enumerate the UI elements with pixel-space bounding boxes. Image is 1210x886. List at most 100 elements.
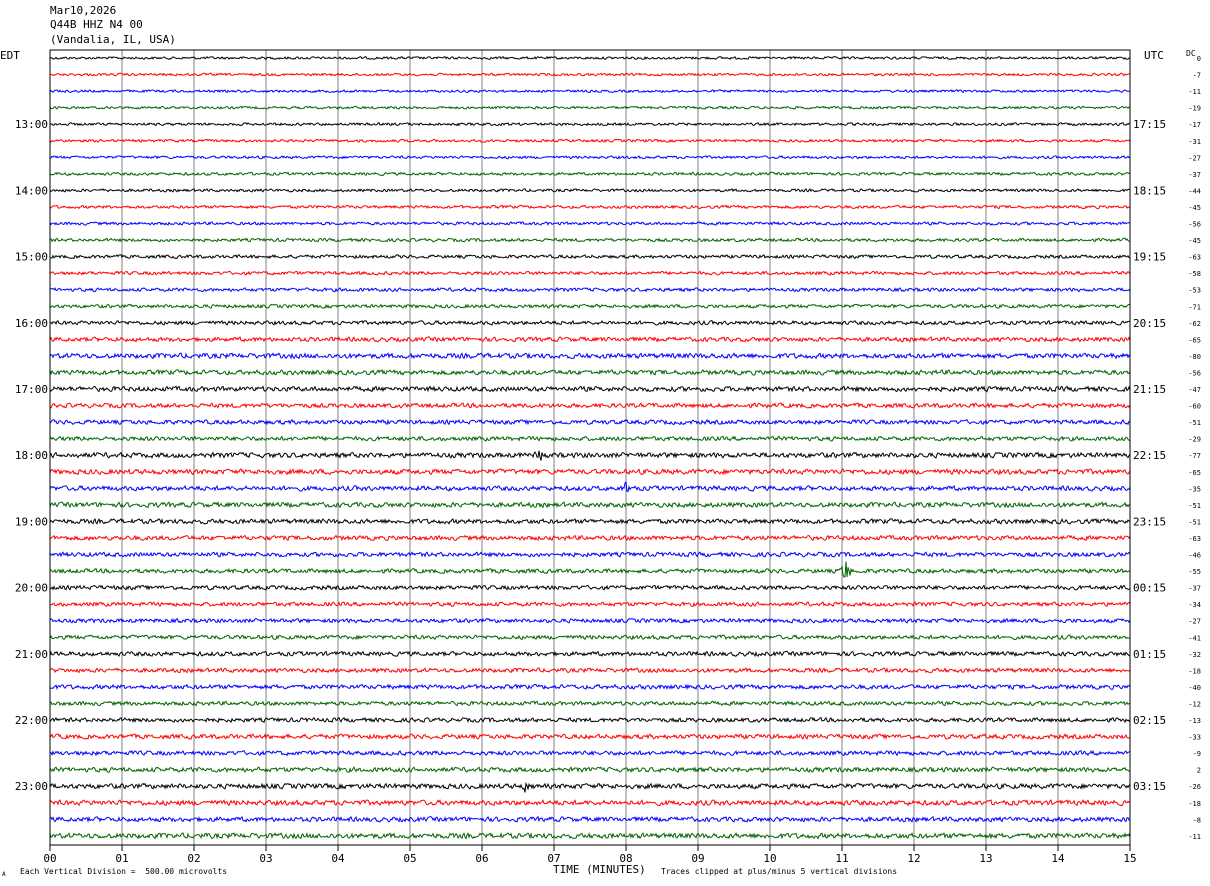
clip-note: Traces clipped at plus/minus 5 vertical …: [661, 867, 898, 876]
trace-row-22: [49, 418, 1131, 426]
trace-row-3: [49, 105, 1131, 110]
dc-offset-label: -7: [1193, 72, 1201, 80]
left-hour-label: 15:00: [15, 251, 48, 264]
dc-offset-label: -51: [1188, 502, 1201, 510]
x-tick-label: 01: [115, 852, 128, 865]
x-tick-label: 15: [1123, 852, 1136, 865]
trace-row-4: [49, 122, 1131, 127]
dc-offset-label: -44: [1188, 187, 1201, 195]
dc-offset-label: -32: [1188, 651, 1201, 659]
dc-offset-label: -34: [1188, 601, 1201, 609]
plot-frame: [49, 49, 1131, 851]
right-hour-label: 00:15: [1133, 582, 1166, 595]
dc-offset-label: -63: [1188, 535, 1201, 543]
right-hour-label: 23:15: [1133, 515, 1166, 528]
dc-offset-label: -27: [1188, 618, 1201, 626]
trace-row-17: [49, 336, 1131, 343]
trace-row-14: [49, 287, 1131, 293]
dc-offset-label: -77: [1188, 452, 1201, 460]
trace-row-16: [49, 319, 1131, 326]
trace-row-23: [49, 435, 1131, 442]
dc-offset-label: -35: [1188, 485, 1201, 493]
right-hour-label: 18:15: [1133, 184, 1166, 197]
trace-row-41: [49, 733, 1131, 740]
dc-offset-label: -31: [1188, 138, 1201, 146]
x-tick-label: 08: [619, 852, 632, 865]
left-hour-label: 20:00: [15, 582, 48, 595]
dc-offset-label: -26: [1188, 783, 1201, 791]
dc-offset-label: -18: [1188, 667, 1201, 675]
dc-offset-label: -12: [1188, 700, 1201, 708]
trace-row-0: [49, 55, 1131, 60]
trace-row-44: [49, 781, 1131, 793]
x-tick-label: 09: [691, 852, 704, 865]
left-hour-label: 17:00: [15, 383, 48, 396]
dc-offset-label: -80: [1188, 353, 1201, 361]
dc-offset-label: -45: [1188, 204, 1201, 212]
x-tick-label: 14: [1051, 852, 1065, 865]
dc-offset-label: -47: [1188, 386, 1201, 394]
scale-note: Each Vertical Division = 500.00 microvol…: [20, 867, 228, 876]
trace-row-19: [49, 369, 1131, 376]
trace-row-30: [49, 551, 1131, 558]
trace-row-35: [49, 634, 1131, 641]
trace-row-37: [49, 667, 1131, 674]
trace-row-26: [49, 480, 1131, 493]
dc-offset-label: -60: [1188, 403, 1201, 411]
right-hour-label: 19:15: [1133, 251, 1166, 264]
trace-row-36: [49, 650, 1131, 658]
right-hour-label: 21:15: [1133, 383, 1166, 396]
dc-offset-label: -19: [1188, 105, 1201, 113]
trace-row-27: [49, 501, 1130, 509]
dc-offset-label: 0: [1197, 55, 1201, 63]
station-code: Q44B HHZ N4 00: [50, 18, 143, 31]
trace-row-1: [49, 72, 1131, 77]
dc-offset-label: -65: [1188, 336, 1201, 344]
dc-offset-label: -65: [1188, 469, 1201, 477]
dc-offset-label: -27: [1188, 154, 1201, 162]
dc-offset-label: -51: [1188, 419, 1201, 427]
dc-offset-label: -29: [1188, 436, 1201, 444]
dc-offset-header: DC: [1186, 49, 1196, 58]
dc-offset-label: -33: [1188, 734, 1201, 742]
x-tick-label: 06: [475, 852, 488, 865]
trace-row-42: [49, 749, 1131, 757]
trace-row-21: [49, 402, 1131, 409]
left-hour-label: 21:00: [15, 648, 48, 661]
trace-row-20: [49, 385, 1131, 393]
corner-mark: A: [2, 871, 6, 878]
axis-labels: 0 -7 -11 -19 -17 -31 -27 -37 -44 -45 -56 -45 -63 -58 -…: [15, 55, 1201, 865]
trace-row-46: [49, 815, 1131, 823]
right-hour-label: 01:15: [1133, 648, 1166, 661]
dc-offset-label: -55: [1188, 568, 1201, 576]
plot-border: [49, 49, 1131, 846]
left-hour-label: 23:00: [15, 780, 48, 793]
trace-row-47: [49, 832, 1131, 840]
x-tick-label: 04: [331, 852, 345, 865]
trace-row-5: [49, 138, 1131, 143]
minute-grid: [121, 50, 1059, 845]
trace-row-39: [49, 700, 1131, 707]
trace-row-8: [49, 188, 1131, 193]
x-tick-label: 03: [259, 852, 272, 865]
dc-offset-label: -51: [1188, 518, 1201, 526]
dc-offset-label: -58: [1188, 270, 1201, 278]
trace-row-13: [49, 270, 1131, 276]
dc-offset-label: -53: [1188, 287, 1201, 295]
right-hour-label: 22:15: [1133, 449, 1166, 462]
trace-row-7: [49, 171, 1131, 177]
right-hour-label: 03:15: [1133, 780, 1166, 793]
dc-offset-label: 2: [1197, 767, 1201, 775]
x-tick-label: 00: [43, 852, 56, 865]
x-tick-label: 11: [835, 852, 848, 865]
dc-offset-label: -40: [1188, 684, 1201, 692]
left-hour-label: 14:00: [15, 184, 48, 197]
right-hour-label: 02:15: [1133, 714, 1166, 727]
trace-row-45: [49, 799, 1131, 807]
dc-offset-label: -62: [1188, 320, 1201, 328]
trace-row-34: [49, 617, 1131, 624]
dc-offset-label: -11: [1188, 88, 1201, 96]
trace-row-43: [49, 766, 1131, 774]
trace-row-11: [49, 237, 1130, 243]
dc-offset-label: -56: [1188, 369, 1201, 377]
